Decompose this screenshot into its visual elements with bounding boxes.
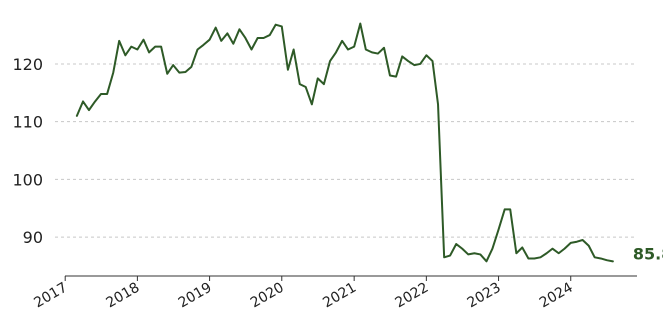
y-tick-label: 110: [12, 113, 43, 132]
axes: [64, 275, 637, 281]
gridlines: [55, 63, 637, 238]
x-tick-label: 2022: [392, 280, 431, 312]
series-line-0: [75, 22, 614, 263]
y-tick-label: 100: [12, 170, 43, 189]
y-tick-label: 90: [23, 228, 43, 247]
x-tick-label: 2024: [537, 280, 576, 312]
x-tick-label: 2018: [104, 280, 143, 312]
x-tick-label: 2023: [465, 280, 504, 312]
x-tick-label: 2021: [320, 280, 359, 312]
end-value-label: 85.8: [633, 244, 663, 263]
x-tick-label: 2020: [248, 280, 287, 312]
x-tick-label: 2017: [31, 280, 70, 312]
y-tick-label: 120: [12, 55, 43, 74]
x-tick-label: 2019: [176, 280, 215, 312]
series-lines: [75, 22, 614, 263]
labels: 90 100 110 120 2017 2018 2019 2020 2021 2022 2023 2…: [12, 55, 663, 311]
